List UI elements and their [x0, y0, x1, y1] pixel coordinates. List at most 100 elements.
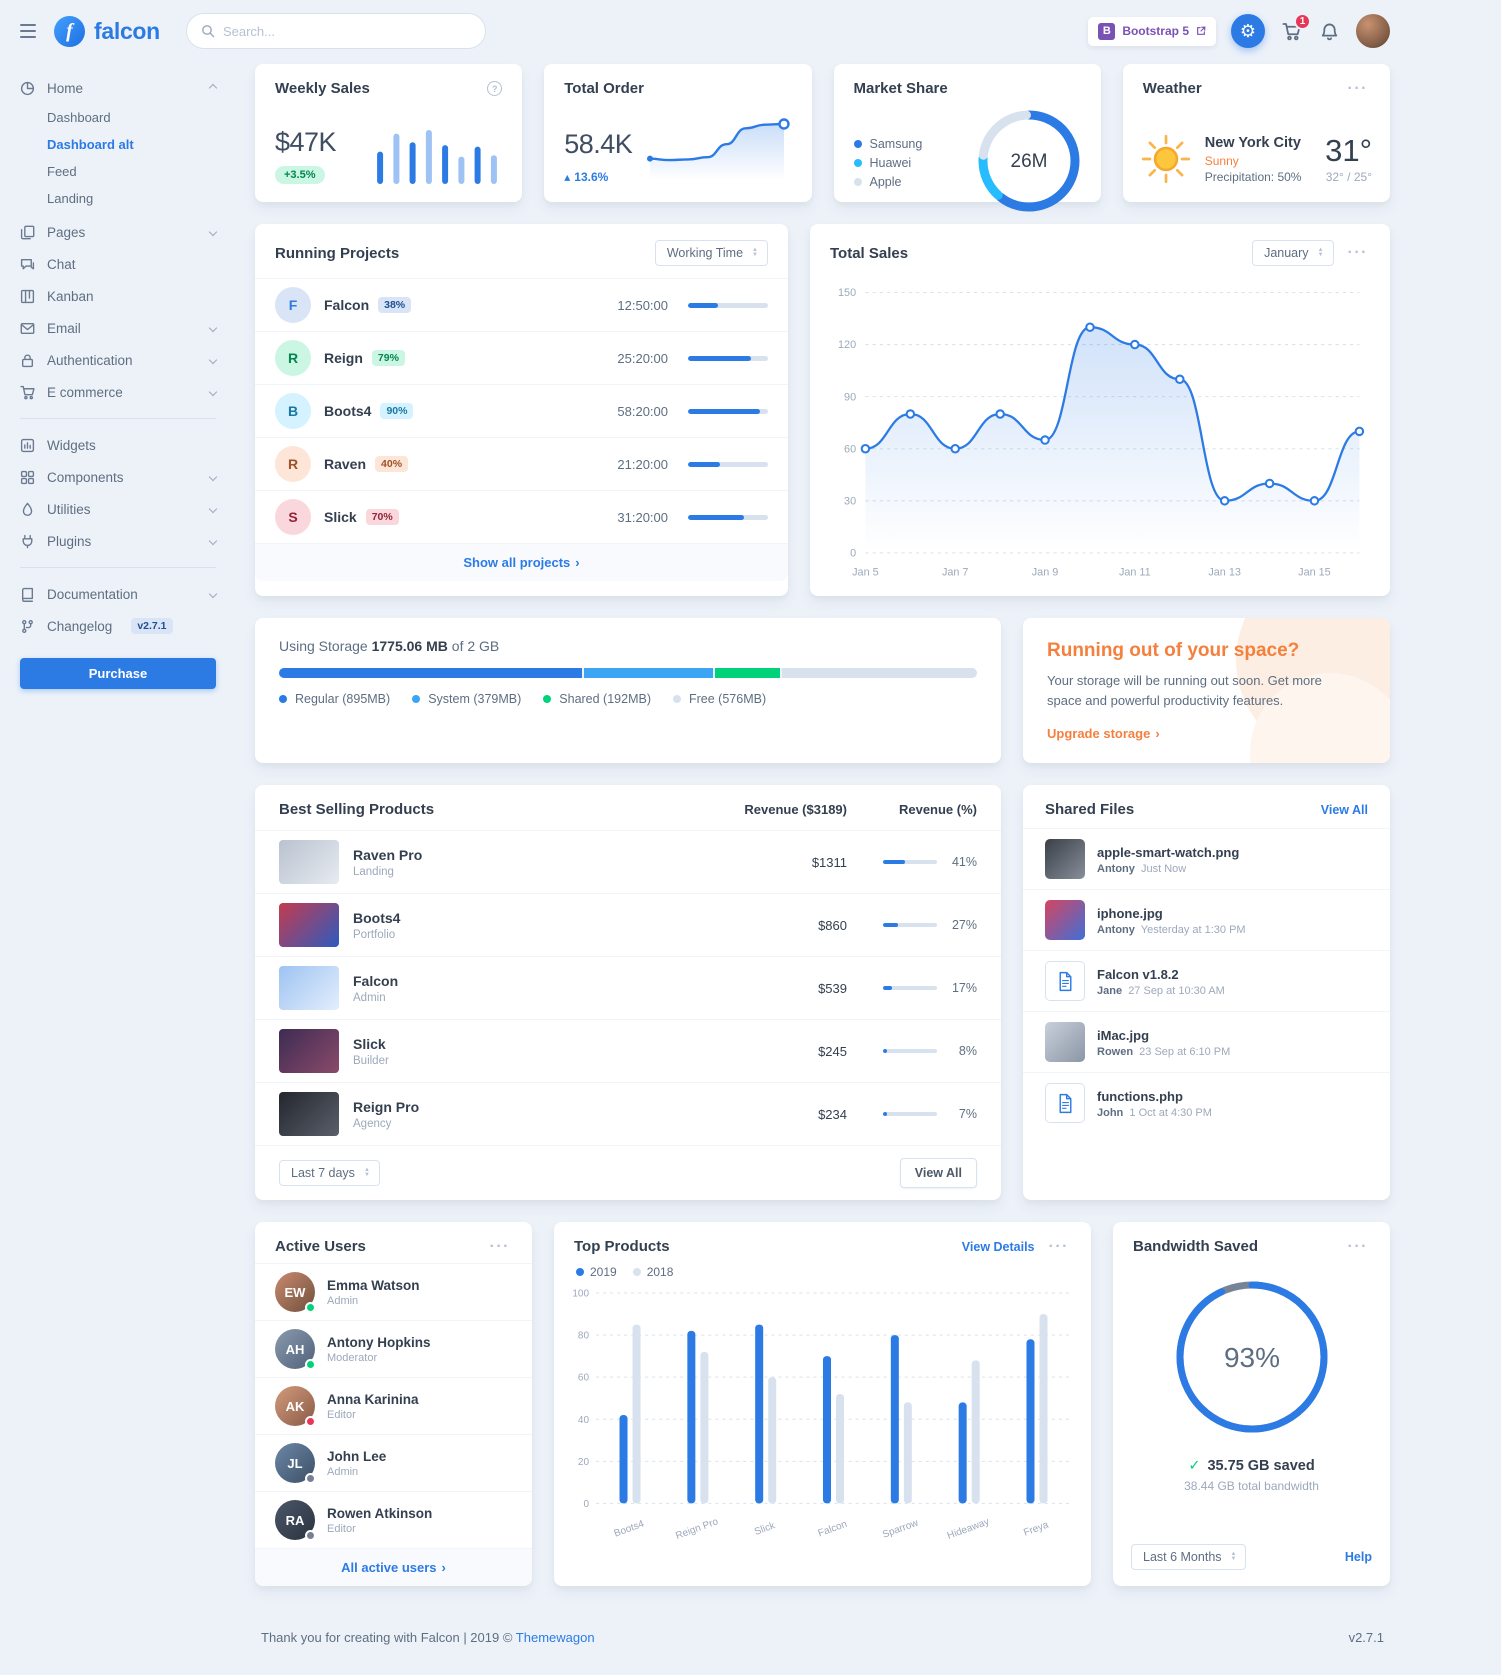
sidebar-item-pages[interactable]: Pages [20, 216, 218, 248]
brand-logo[interactable]: f falcon [54, 15, 160, 47]
project-progress-bar [688, 514, 768, 520]
card-menu-button[interactable]: ··· [489, 1237, 510, 1255]
notifications-button[interactable] [1318, 20, 1341, 43]
bell-icon [1320, 22, 1339, 41]
user-avatar[interactable]: RA [275, 1500, 316, 1542]
all-active-users-link[interactable]: All active users › [255, 1548, 532, 1587]
user-name-link[interactable]: Antony Hopkins [327, 1335, 431, 1351]
product-category: Portfolio [353, 928, 396, 941]
view-all-button[interactable]: View All [899, 1158, 977, 1189]
user-name-link[interactable]: Rowen Atkinson [327, 1506, 433, 1522]
card-menu-button[interactable]: ··· [1347, 244, 1368, 261]
working-time-select[interactable]: Working Time ▲ ▼ [654, 240, 768, 266]
sidebar-item-components[interactable]: Components [20, 461, 218, 493]
sidebar-item-label: Changelog [47, 618, 113, 634]
product-name-link[interactable]: Falcon [353, 972, 399, 989]
card-menu-button[interactable]: ··· [1347, 79, 1368, 97]
hamburger-menu-button[interactable] [18, 22, 38, 40]
card-menu-button[interactable]: ··· [1347, 1237, 1368, 1255]
view-details-link[interactable]: View Details [961, 1239, 1035, 1254]
top-products-chart: 0 20 40 60 80 100 Boots4 Reign Pro Slick Falcon Sp… [554, 1279, 1091, 1556]
sidebar-item-authentication[interactable]: Authentication [20, 344, 218, 376]
sidebar-item-chat[interactable]: Chat [20, 248, 216, 280]
shared-files-card: Shared Files View All apple-smart-watch.… [1023, 785, 1390, 1201]
project-time: 31:20:00 [617, 509, 668, 525]
settings-button[interactable]: ⚙ [1231, 14, 1265, 48]
search-box[interactable] [185, 13, 486, 49]
product-name-link[interactable]: Raven Pro [353, 846, 423, 863]
product-thumbnail [279, 1029, 339, 1074]
file-name-link[interactable]: functions.php [1097, 1088, 1183, 1104]
sidebar-item-landing[interactable]: Landing [47, 191, 94, 206]
status-dot-icon [305, 1473, 316, 1485]
months-select[interactable]: Last 6 Months ▲ ▼ [1131, 1544, 1247, 1571]
file-meta: John 1 Oct at 4:30 PM [1097, 1106, 1212, 1119]
project-name-link[interactable]: Slick [324, 509, 357, 525]
project-name-link[interactable]: Reign [324, 350, 363, 366]
legend-item-2019[interactable]: 2019 [576, 1265, 617, 1279]
show-all-projects-link[interactable]: Show all projects › [255, 543, 788, 581]
cart-button[interactable]: 1 [1280, 12, 1311, 43]
card-menu-button[interactable]: ··· [1048, 1237, 1069, 1255]
user-avatar[interactable]: JL [275, 1443, 316, 1485]
total-order-value: 58.4K [564, 129, 633, 159]
upgrade-storage-link[interactable]: Upgrade storage › [1047, 726, 1160, 742]
chevron-down-icon [208, 387, 218, 397]
file-name-link[interactable]: iphone.jpg [1097, 905, 1163, 921]
themewagon-link[interactable]: Themewagon [515, 1630, 595, 1646]
product-revenue: $234 [818, 1106, 847, 1122]
sidebar-item-dashboard[interactable]: Dashboard [47, 110, 111, 125]
sidebar-item-e-commerce[interactable]: E commerce [20, 376, 218, 408]
sidebar-item-changelog[interactable]: Changelog v2.7.1 [20, 610, 216, 642]
user-avatar[interactable] [1356, 14, 1390, 48]
view-all-link[interactable]: View All [1320, 802, 1368, 817]
sidebar-item-utilities[interactable]: Utilities [20, 493, 218, 525]
help-icon[interactable]: ? [487, 81, 503, 96]
product-name-link[interactable]: Reign Pro [353, 1098, 420, 1115]
svg-text:Falcon: Falcon [817, 1519, 849, 1540]
sidebar-item-kanban[interactable]: Kanban [20, 280, 216, 312]
user-avatar[interactable]: AK [275, 1386, 316, 1428]
file-thumbnail [1045, 900, 1085, 941]
user-name-link[interactable]: Emma Watson [327, 1278, 420, 1294]
project-name-link[interactable]: Raven [324, 456, 367, 472]
sidebar-item-home[interactable]: Home [20, 72, 218, 104]
sidebar-item-dashboard-alt[interactable]: Dashboard alt [47, 137, 134, 152]
file-name-link[interactable]: Falcon v1.8.2 [1097, 966, 1179, 982]
month-select[interactable]: January ▲ ▼ [1252, 240, 1334, 266]
user-role: Moderator [327, 1352, 378, 1365]
project-name-link[interactable]: Boots4 [324, 403, 372, 419]
weekly-sales-chart [372, 126, 502, 184]
sidebar-item-label: Plugins [47, 533, 92, 549]
legend-dot-icon [279, 694, 287, 703]
bootstrap5-badge[interactable]: B Bootstrap 5 [1088, 16, 1216, 46]
user-name-link[interactable]: John Lee [327, 1449, 387, 1465]
sidebar-item-email[interactable]: Email [20, 312, 218, 344]
user-avatar[interactable]: EW [275, 1272, 316, 1314]
file-name-link[interactable]: iMac.jpg [1097, 1027, 1150, 1043]
svg-text:0: 0 [583, 1499, 589, 1510]
period-select[interactable]: Last 7 days ▲ ▼ [279, 1160, 380, 1187]
purchase-button[interactable]: Purchase [20, 658, 216, 689]
project-row: S Slick 70% 31:20:00 [255, 490, 788, 543]
project-avatar: F [275, 287, 311, 323]
svg-text:Jan 11: Jan 11 [1119, 567, 1151, 579]
sidebar-item-widgets[interactable]: Widgets [20, 429, 216, 461]
sidebar-item-feed[interactable]: Feed [47, 164, 77, 179]
help-link[interactable]: Help [1344, 1550, 1372, 1565]
total-order-card: Total Order 58.4K ▴ 13.6% [544, 64, 812, 202]
product-name-link[interactable]: Boots4 [353, 909, 401, 926]
svg-text:40: 40 [578, 1415, 590, 1426]
product-revenue-percent: 17% [951, 981, 977, 996]
search-input[interactable] [222, 23, 471, 39]
product-name-link[interactable]: Slick [353, 1035, 386, 1052]
legend-item-2018[interactable]: 2018 [632, 1265, 673, 1279]
sidebar-item-documentation[interactable]: Documentation [20, 578, 218, 610]
project-time: 12:50:00 [617, 297, 668, 313]
file-name-link[interactable]: apple-smart-watch.png [1097, 844, 1240, 860]
sidebar-item-plugins[interactable]: Plugins [20, 525, 218, 557]
user-name-link[interactable]: Anna Karinina [327, 1392, 419, 1408]
project-name-link[interactable]: Falcon [324, 297, 370, 313]
user-avatar[interactable]: AH [275, 1329, 316, 1371]
weekly-sales-value: $47K [275, 127, 337, 157]
